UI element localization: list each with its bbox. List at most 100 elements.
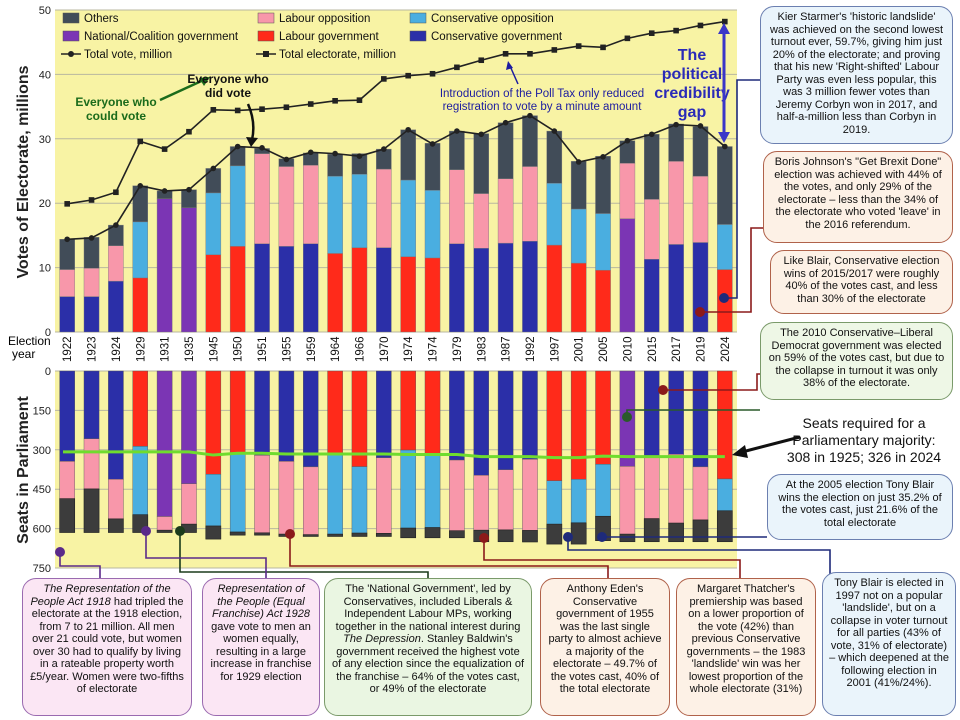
total-electorate-point [381, 76, 387, 82]
votes-y-axis-label: Votes of Electorate, millions [15, 65, 32, 278]
total-electorate-point [64, 201, 70, 207]
vote-bar-labour-opposition-1923 [83, 268, 100, 297]
seat-bar-government-1992 [522, 370, 538, 460]
seat-bar-opposition-2010 [619, 466, 636, 535]
vote-bar-others-1979 [449, 130, 465, 170]
seats-y-tick-label: 0 [45, 366, 51, 378]
poll-tax-annotation: Introduction of the Poll Tax only reduce… [440, 61, 644, 113]
seat-bar-others-1979 [449, 530, 465, 539]
seat-bar-others-1951 [254, 532, 270, 536]
legend-marker-square [263, 51, 269, 57]
x-tick-label: 1935 [184, 336, 196, 362]
vote-bar-labour-opposition-1959 [302, 165, 319, 244]
x-tick-label: 1924 [111, 336, 123, 362]
act1918-title: The Representation of the People Act 191… [30, 583, 171, 608]
thatcher-dot [479, 533, 489, 543]
x-tick-label: 2019 [695, 336, 707, 362]
legend-label: National/Coalition government [84, 31, 239, 43]
vote-bar-others-1950 [229, 146, 246, 167]
vote-bar-conservative-opposition-1974 [400, 179, 416, 257]
seat-bar-others-1987 [497, 529, 514, 543]
legend-label: Others [84, 13, 119, 25]
vote-bar-conservative-government-1970 [376, 247, 392, 333]
total-vote-point [600, 154, 606, 160]
act1928-dot [141, 526, 151, 536]
total-vote-point [405, 126, 411, 133]
total-electorate-point [429, 70, 436, 77]
seat-bar-opposition-1970 [376, 457, 392, 534]
seat-bar-government-1950 [229, 370, 246, 454]
starmer-dot [719, 293, 729, 303]
seats-y-tick-label: 150 [33, 405, 51, 417]
total-electorate-point [697, 22, 704, 29]
seat-bar-others-1922 [59, 498, 76, 533]
seat-bar-government-1987 [497, 370, 514, 470]
seat-bar-government-1931 [156, 370, 173, 517]
vote-bar-labour-government-1945 [205, 254, 222, 333]
seat-bar-government-1924 [108, 370, 124, 480]
seat-bar-others-2001 [570, 522, 587, 545]
did-vote-arrowhead [246, 137, 258, 147]
vote-bar-conservative-government-1955 [278, 246, 295, 333]
total-vote-point [356, 153, 363, 159]
majority-line [63, 450, 725, 460]
seat-bar-opposition-1935 [181, 483, 197, 525]
seat-bar-opposition-1922 [59, 461, 75, 499]
seat-bar-government-2017 [668, 370, 684, 455]
seat-bar-others-2017 [668, 522, 684, 543]
seat-bar-opposition-2017 [668, 454, 684, 524]
act1928-text: gave vote to men an women equally, resul… [210, 620, 312, 683]
national-connector [179, 531, 429, 578]
total-vote-point [429, 141, 436, 147]
vote-bar-conservative-opposition-1997 [546, 183, 563, 246]
votes-y-tick-label: 0 [45, 327, 51, 339]
gap-arrowhead-up [718, 23, 730, 34]
seat-bar-opposition-1983 [473, 475, 490, 531]
vote-bar-conservative-opposition-1929 [132, 221, 149, 279]
vote-bar-others-1922 [59, 239, 75, 270]
total-vote-point [307, 149, 314, 156]
x-tick-label: 1923 [87, 336, 99, 362]
seat-bar-opposition-1987 [497, 469, 514, 531]
x-tick-label: 1950 [233, 336, 245, 362]
x-tick-label: 1970 [379, 336, 391, 362]
x-tick-label: 1992 [525, 336, 537, 362]
total-vote-point [697, 123, 704, 129]
seat-bar-opposition-1974 [400, 449, 416, 529]
seat-bar-others-1966 [351, 532, 368, 537]
seats-y-tick-label: 450 [33, 484, 51, 496]
seat-bar-government-2015 [643, 370, 660, 458]
total-electorate-point [600, 44, 606, 51]
votes-y-tick-label: 50 [39, 5, 51, 17]
seat-bar-others-1970 [375, 533, 392, 537]
seat-bar-opposition-2001 [570, 479, 587, 524]
legend-swatch [257, 12, 275, 24]
vote-bar-conservative-opposition-2024 [717, 224, 733, 270]
x-axis-label-line1: Election [8, 334, 51, 348]
total-electorate-point [307, 101, 314, 107]
seat-bar-opposition-1951 [254, 455, 270, 534]
x-tick-label: 2024 [720, 336, 732, 362]
x-tick-label: 1931 [160, 336, 172, 362]
total-vote-point [161, 188, 168, 194]
total-vote-point [64, 236, 70, 243]
vote-bar-conservative-government-2017 [668, 244, 684, 333]
note-blair-2005: At the 2005 election Tony Blair wins the… [767, 474, 953, 540]
total-vote-line [67, 114, 726, 241]
vote-bar-others-1964 [327, 154, 343, 177]
vote-bar-conservative-opposition-1945 [205, 192, 222, 255]
note-thatcher: Margaret Thatcher's premiership was base… [676, 578, 816, 716]
total-electorate-point [113, 189, 119, 196]
total-electorate-point [283, 104, 290, 111]
act1928-title: Representation of the People (Equal Fran… [211, 583, 311, 620]
seat-bar-government-1929 [132, 370, 149, 447]
total-electorate-point [527, 50, 533, 57]
vote-bar-others-2005 [595, 155, 611, 214]
total-vote-point [478, 131, 485, 138]
seat-bar-government-2005 [595, 370, 611, 465]
seat-bar-others-1974 [400, 527, 417, 539]
legend-label: Total electorate, million [279, 49, 396, 61]
total-vote-point [88, 235, 95, 241]
national-text: The 'National Government', led by Conser… [335, 583, 521, 633]
